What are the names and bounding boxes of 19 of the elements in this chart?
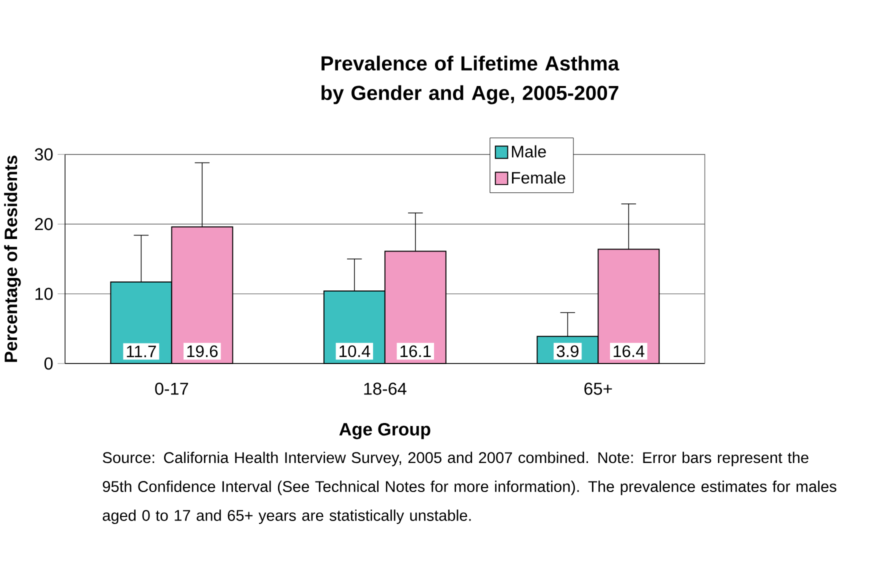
legend-label: Male [512, 145, 546, 158]
y-tick-label: 30 [34, 148, 53, 160]
legend-label: Female [512, 171, 566, 184]
y-tick-label: 20 [35, 218, 53, 230]
y-tick-label: 0 [44, 357, 53, 370]
data-label: 16.1 [400, 345, 431, 357]
x-axis-title: Age Group [339, 422, 430, 439]
y-tick-label: 10 [35, 287, 53, 300]
x-tick-label: 65+ [584, 382, 612, 395]
x-tick-label: 0-17 [155, 382, 188, 395]
chart-title: Prevalence of Lifetime Asthma by Gender and Age, 2005-2007 [322, 55, 620, 104]
data-label: 10.4 [340, 345, 370, 357]
data-label: 16.4 [614, 345, 644, 357]
y-axis-title: Percentage of Residents [4, 155, 21, 362]
data-label: 19.6 [187, 345, 218, 357]
data-label: 3.9 [556, 345, 578, 357]
x-tick-label: 18-64 [364, 382, 406, 395]
source-note: Source: California Health Interview Survey, 2005 and 2007 combined. Note: Error bars represent the 95th Confidence Interval (See Technical Notes for more information). The prevalence estimates for males aged 0 to 17 and 65+ years are statistically unstable. [102, 452, 836, 524]
data-label: 11.7 [126, 345, 156, 357]
